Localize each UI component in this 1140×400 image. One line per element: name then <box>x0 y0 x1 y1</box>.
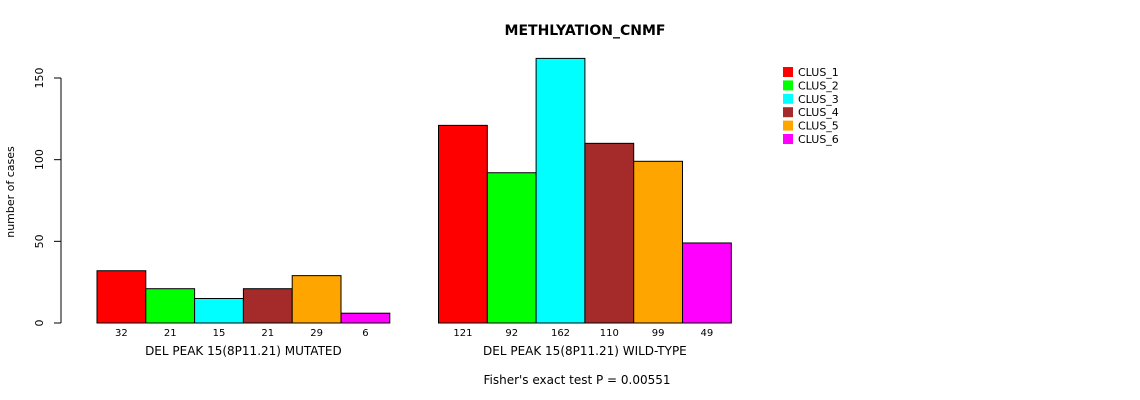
legend-swatch <box>783 67 793 77</box>
bar-value-label: 121 <box>453 328 472 339</box>
bar-clus-3-group-2 <box>535 57 586 324</box>
bar-value-label: 6 <box>362 328 368 339</box>
bar-clus-2-group-1 <box>145 288 196 324</box>
group-label: DEL PEAK 15(8P11.21) WILD-TYPE <box>483 344 687 358</box>
bar-clus-5-group-2 <box>633 160 684 324</box>
fisher-test-annotation: Fisher's exact test P = 0.00551 <box>483 373 670 387</box>
legend-entry: CLUS_2 <box>798 79 839 92</box>
group-labels: DEL PEAK 15(8P11.21) MUTATED DEL PEAK 15(… <box>145 344 687 358</box>
bar-clus-1-group-1 <box>96 270 147 324</box>
y-tick-label: 100 <box>33 149 46 170</box>
bar-value-label: 162 <box>551 328 570 339</box>
bar-value-label: 15 <box>213 328 226 339</box>
legend-swatch <box>783 107 793 118</box>
bar-value-label: 92 <box>505 328 518 339</box>
legend-entry: CLUS_3 <box>798 93 839 106</box>
bar-value-label: 32 <box>115 328 128 339</box>
bar-value-label: 49 <box>701 328 714 339</box>
legend-swatch <box>783 134 793 144</box>
bar-value-label: 110 <box>600 328 619 339</box>
legend-swatch <box>783 120 793 131</box>
bar-value-label: 21 <box>261 328 274 339</box>
bar-value-label: 21 <box>164 328 177 339</box>
bar-value-label: 29 <box>310 328 323 339</box>
legend-entry: CLUS_5 <box>798 120 839 133</box>
bar-clus-5-group-1 <box>291 275 342 324</box>
y-axis-label: number of cases <box>4 146 17 238</box>
bar-labels: 32 21 15 21 29 6 121 92 162 110 99 49 <box>115 328 713 339</box>
legend-entry: CLUS_6 <box>798 133 839 146</box>
bar-clus-4-group-2 <box>584 142 635 324</box>
bar-clus-2-group-2 <box>486 172 537 324</box>
legend-swatch <box>783 93 793 104</box>
y-tick-label: 150 <box>33 68 46 89</box>
y-tick-label: 0 <box>33 320 46 327</box>
bar-clus-3-group-1 <box>194 298 244 324</box>
bar-clus-6-group-1 <box>340 312 391 324</box>
bar-clus-4-group-1 <box>242 288 293 324</box>
legend-swatch <box>783 80 793 91</box>
legend-entry: CLUS_1 <box>798 66 839 79</box>
bar-clus-1-group-2 <box>438 124 488 324</box>
y-tick-label: 50 <box>33 234 46 248</box>
legend-entry: CLUS_4 <box>798 106 839 119</box>
bar-clus-6-group-2 <box>682 242 732 324</box>
bar-value-label: 99 <box>652 328 665 339</box>
chart-title: METHLYATION_CNMF <box>505 23 666 39</box>
group-label: DEL PEAK 15(8P11.21) MUTATED <box>145 344 342 358</box>
y-axis: 0 50 100 150 <box>33 68 62 327</box>
bars <box>96 57 732 324</box>
